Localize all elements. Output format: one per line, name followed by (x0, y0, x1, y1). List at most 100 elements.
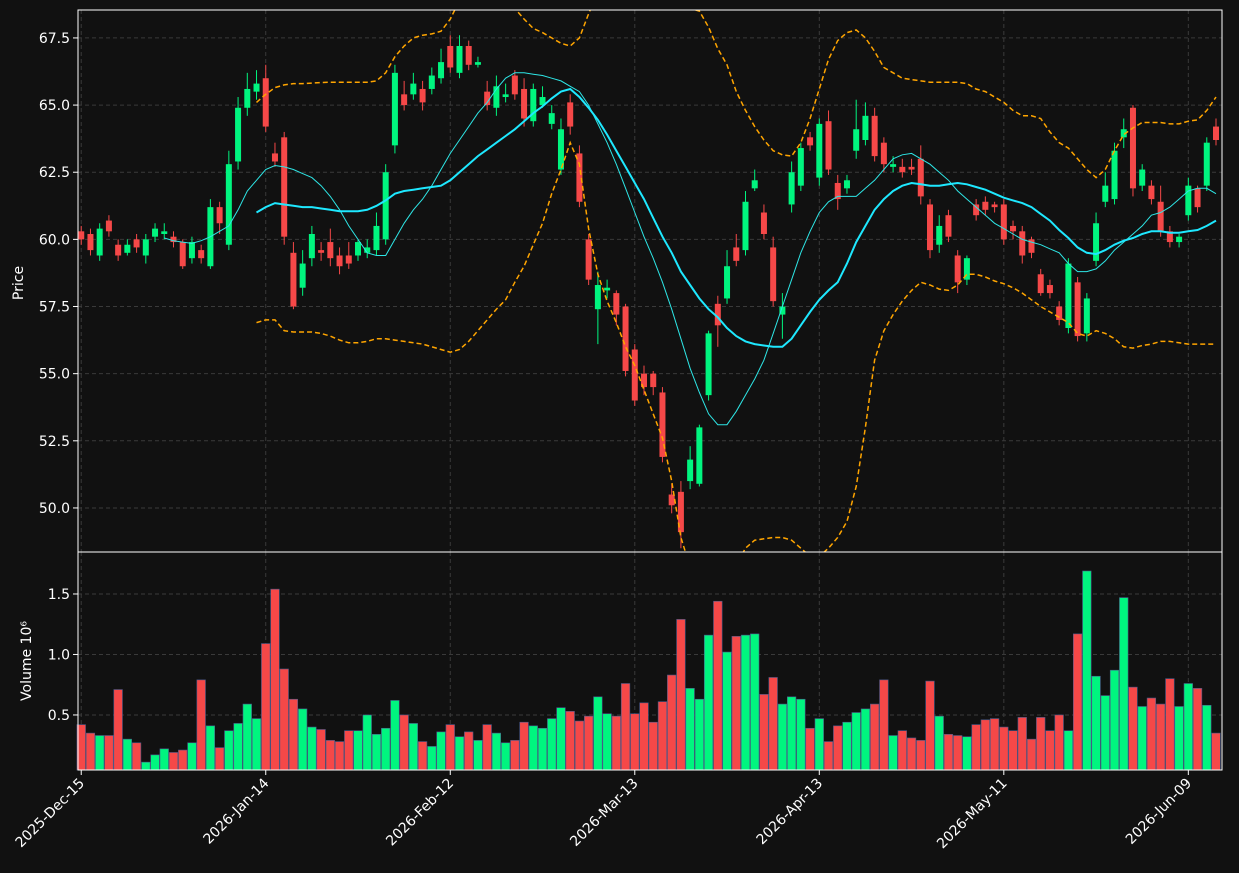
volume-bar (1073, 633, 1083, 771)
candle-body (908, 166, 915, 170)
candle-body (696, 427, 703, 484)
volume-bar (464, 731, 474, 771)
candle-body (474, 62, 481, 65)
volume-bar (768, 677, 778, 771)
volume-bar (962, 736, 972, 771)
volume-bar (574, 720, 585, 771)
volume-bar (556, 707, 566, 771)
volume-bar (1045, 730, 1055, 771)
candle-body (1000, 204, 1007, 240)
volume-bar (676, 619, 686, 771)
candle-body (622, 306, 629, 371)
volume-bar (1109, 669, 1120, 771)
overlay-line (256, 10, 1217, 179)
candle-body (253, 83, 260, 92)
candle-body (594, 285, 601, 310)
candle-body (1176, 236, 1183, 243)
volume-bar (796, 698, 806, 771)
volume-bar (454, 736, 465, 771)
candle-body (1157, 201, 1164, 232)
candle-body (318, 250, 325, 253)
volume-bar (787, 696, 797, 771)
volume-bar (307, 726, 317, 771)
candle-body (124, 244, 131, 253)
candle-body (631, 349, 638, 401)
volume-axis-label: Volume 10⁶ (19, 621, 35, 701)
candle-body (751, 180, 758, 189)
candle-body (890, 164, 897, 167)
candle-body (493, 86, 500, 108)
volume-bar (759, 694, 769, 771)
volume-frame (77, 551, 1223, 771)
candle-body (613, 293, 620, 315)
volume-bar (685, 688, 695, 771)
candle-body (1194, 188, 1201, 208)
candles (78, 10, 1220, 552)
volume-bar (842, 721, 852, 771)
candle-body (401, 94, 408, 106)
candle-body (364, 247, 371, 253)
volume-bar (528, 725, 538, 771)
x-tick-label: 2025-Dec-15 (13, 776, 88, 851)
y-tick-label: 50.0 (39, 501, 70, 517)
candle-body (834, 182, 841, 200)
volume-bar (593, 696, 603, 771)
candle-body (345, 255, 352, 264)
volume-bar (85, 732, 96, 771)
volume-bar (1156, 703, 1166, 771)
y-tick-label: 1.5 (48, 587, 70, 603)
candle-body (557, 129, 564, 170)
candle-body (438, 62, 445, 79)
volume-bar (713, 600, 723, 771)
volume-bar (870, 703, 880, 771)
candle-body (539, 97, 546, 106)
volume-bar (353, 730, 363, 771)
overlay-line (164, 72, 1217, 426)
candle-body (963, 258, 970, 280)
candle-body (585, 239, 592, 280)
candle-body (373, 225, 380, 251)
volume-bar (1211, 732, 1221, 771)
volume-bar (823, 741, 834, 771)
volume-bar (630, 713, 640, 771)
volume-bar (233, 723, 243, 771)
x-tick-label: 2026-Jan-14 (201, 775, 273, 847)
volume-bar (750, 633, 760, 771)
volume-bar (980, 719, 990, 771)
volume-bar (168, 752, 179, 771)
candle-body (927, 204, 934, 251)
volume-bar (814, 718, 824, 771)
candle-body (299, 263, 306, 288)
y-tick-label: 52.5 (39, 434, 70, 450)
volume-bar (999, 726, 1009, 771)
candle-body (428, 75, 435, 89)
candle-body (521, 88, 528, 119)
candle-body (576, 153, 583, 202)
candle-body (1139, 169, 1146, 186)
volume-bar (897, 730, 907, 771)
candle-body (133, 239, 140, 248)
candle-body (105, 220, 112, 232)
x-tick-label: 2026-Apr-13 (754, 776, 827, 849)
volume-bar (279, 668, 289, 771)
volume-bar (1192, 688, 1203, 771)
volume-bar (925, 680, 935, 771)
candle-body (1213, 126, 1220, 140)
candle-body (281, 137, 288, 237)
volume-bar (482, 724, 492, 771)
y-tick-label: 60.0 (39, 232, 70, 248)
candle-body (779, 306, 786, 315)
candle-body (198, 250, 205, 259)
candle-body (973, 204, 980, 216)
candle-body (170, 236, 177, 243)
candle-body (871, 115, 878, 157)
candle-body (945, 215, 952, 237)
candle-body (271, 153, 278, 162)
volume-bar (943, 734, 954, 771)
candle-body (355, 242, 362, 256)
candle-body (1037, 274, 1044, 294)
candle-body (308, 233, 315, 259)
candle-body (1111, 150, 1118, 200)
volume-bar (381, 727, 391, 771)
volume-bar (1174, 706, 1184, 771)
